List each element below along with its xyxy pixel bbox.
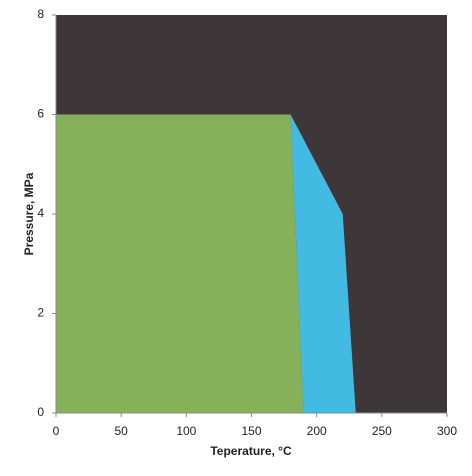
x-tick-label: 0 [53,424,60,438]
y-tick-label: 2 [37,306,44,320]
area [290,114,356,413]
y-tick-label: 0 [37,405,44,419]
x-tick-label: 250 [372,424,392,438]
area [56,114,304,413]
x-tick-label: 50 [114,424,128,438]
y-tick-label: 8 [37,7,44,21]
y-tick-label: 6 [37,107,44,121]
y-tick-label: 4 [37,206,44,220]
x-tick-label: 100 [176,424,196,438]
x-axis-title: Teperature, °C [210,444,292,458]
x-tick-label: 150 [241,424,261,438]
x-tick-label: 200 [307,424,327,438]
x-tick-label: 300 [437,424,457,438]
y-axis-title: Pressure, MPa [22,172,36,255]
